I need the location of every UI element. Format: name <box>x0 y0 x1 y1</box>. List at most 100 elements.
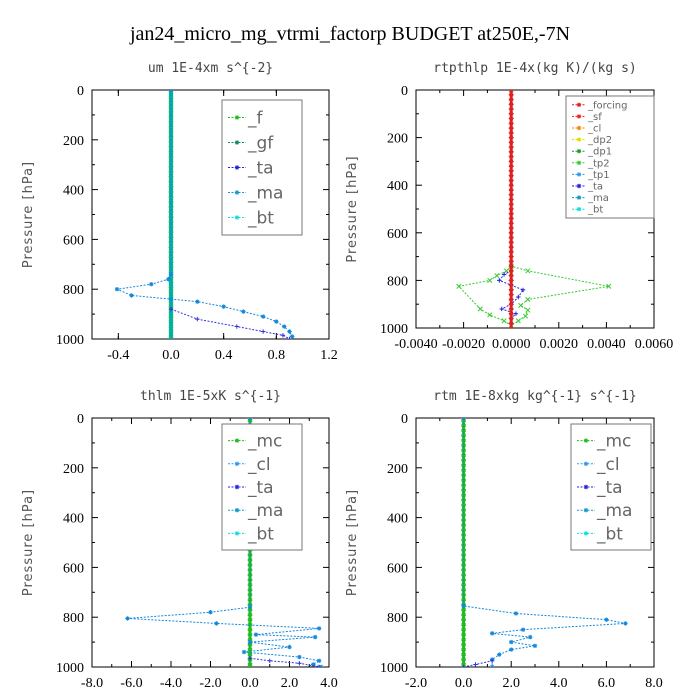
data-point <box>516 294 521 300</box>
data-point <box>532 643 538 649</box>
data-point <box>508 115 514 122</box>
data-point <box>576 137 582 142</box>
data-point <box>168 236 174 242</box>
series-tp2 <box>456 90 612 328</box>
data-point <box>489 631 495 636</box>
data-point <box>508 225 514 231</box>
data-point <box>461 664 467 667</box>
data-point <box>247 639 253 645</box>
legend: _forcing_sf_cl_dp2_dp1_tp2_tp1_ta_ma_bt <box>565 95 655 219</box>
x-tick-label: 0.8 <box>268 348 286 363</box>
data-point <box>508 172 514 179</box>
data-point <box>576 102 582 107</box>
data-point <box>576 114 582 119</box>
data-point <box>508 153 514 160</box>
x-tick-label: -0.4 <box>107 348 129 363</box>
data-point <box>168 177 174 183</box>
data-point <box>461 629 467 635</box>
data-point <box>508 111 514 117</box>
data-point <box>508 134 514 141</box>
data-point <box>168 167 174 173</box>
x-tick-label: -0.0040 <box>394 337 437 352</box>
data-point <box>274 319 279 324</box>
data-point <box>168 132 174 138</box>
data-point <box>522 313 529 319</box>
series-ta <box>168 306 292 339</box>
data-point <box>247 634 253 640</box>
data-point <box>234 531 240 536</box>
data-point <box>508 177 514 184</box>
data-point <box>461 425 467 431</box>
x-tick-label: 0.0060 <box>635 337 674 352</box>
data-point <box>247 619 253 625</box>
data-point <box>499 306 504 312</box>
data-point <box>168 286 174 292</box>
data-point <box>477 306 483 312</box>
data-point <box>461 529 467 536</box>
data-point <box>623 621 628 626</box>
data-point <box>316 626 322 631</box>
data-point <box>508 144 514 150</box>
legend-box <box>221 99 303 236</box>
data-point <box>583 484 589 490</box>
data-point <box>508 196 514 203</box>
y-tick-label: 1000 <box>380 322 408 337</box>
data-point <box>497 652 502 657</box>
data-point <box>168 90 174 93</box>
data-point <box>234 140 240 145</box>
data-point <box>525 307 531 313</box>
data-point <box>508 101 514 108</box>
data-point <box>168 336 174 339</box>
data-point <box>576 195 582 200</box>
data-point <box>604 617 609 622</box>
series-layer <box>456 90 612 328</box>
panel-title: thlm 1E-5xK s^{-1} <box>140 389 281 404</box>
data-point <box>247 589 253 595</box>
x-tick-label: 0.4 <box>215 348 233 363</box>
data-point <box>508 230 514 236</box>
data-point <box>247 629 253 635</box>
data-point <box>168 296 174 302</box>
data-point <box>508 234 514 241</box>
data-point <box>576 172 582 177</box>
x-tick-label: -6.0 <box>120 676 142 691</box>
data-point <box>168 251 174 257</box>
y-tick-label: 200 <box>387 132 408 147</box>
data-point <box>168 321 174 327</box>
data-point <box>518 302 524 308</box>
data-point <box>461 495 467 501</box>
y-tick-label: 800 <box>387 611 408 626</box>
data-point <box>168 122 174 128</box>
data-point <box>461 564 467 570</box>
y-tick-label: 200 <box>63 134 84 149</box>
data-point <box>168 226 174 232</box>
legend: _mc _cl _ta _ma _bt <box>221 423 303 551</box>
data-point <box>168 97 174 103</box>
data-point <box>487 277 493 283</box>
x-tick-label: 8.0 <box>645 676 663 691</box>
data-point <box>247 605 253 610</box>
data-point <box>461 664 466 667</box>
y-tick-label: 800 <box>63 283 84 298</box>
data-point <box>508 315 514 322</box>
legend-label: _ma <box>247 184 283 204</box>
data-point <box>461 644 467 650</box>
data-point <box>525 268 531 274</box>
panel-title: rtpthlp 1E-4x(kg K)/(kg s) <box>433 61 637 76</box>
data-point <box>168 316 174 322</box>
figure-title: jan24_micro_mg_vtrmi_factorp BUDGET at25… <box>129 23 570 45</box>
series-line <box>249 657 320 667</box>
data-point <box>508 277 514 284</box>
data-point <box>583 461 589 466</box>
data-point <box>247 579 253 585</box>
data-point <box>513 311 519 316</box>
data-point <box>247 644 253 650</box>
data-point <box>508 182 514 188</box>
y-tick-label: 1000 <box>56 661 84 676</box>
y-tick-label: 1000 <box>56 333 84 348</box>
data-point <box>461 659 467 665</box>
series-line <box>170 308 290 339</box>
data-point <box>508 210 514 217</box>
legend-label: _ta <box>247 159 274 179</box>
y-axis-label: Pressure [hPa] <box>21 161 36 268</box>
